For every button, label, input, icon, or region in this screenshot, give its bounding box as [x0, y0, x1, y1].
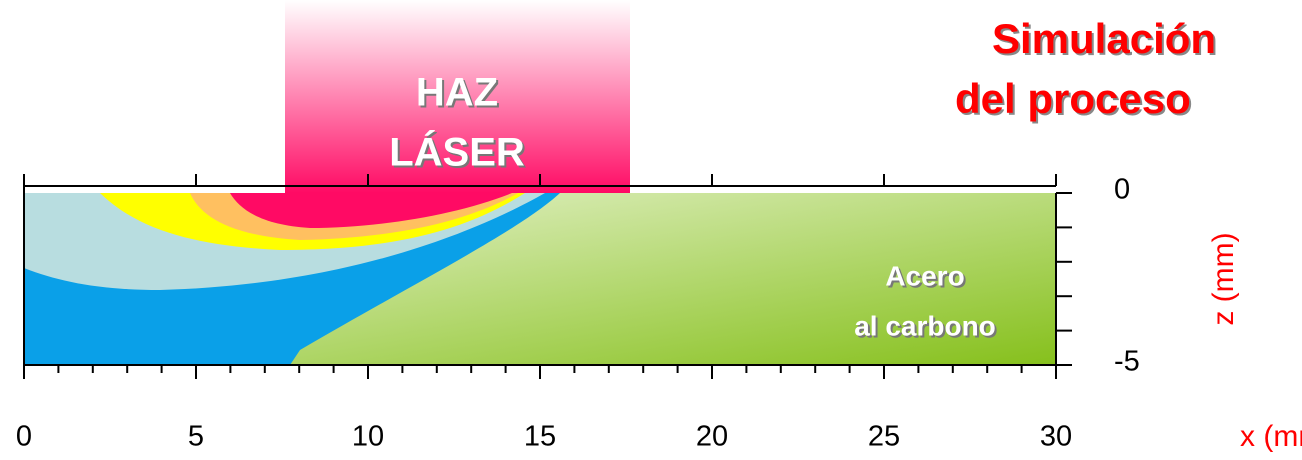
diagram: Simulación del proceso HAZ LÁSER Acero a…: [0, 0, 1302, 460]
x-axis-label: x (mm): [1240, 420, 1302, 453]
z-tick-label: 0: [1114, 174, 1130, 206]
x-tick-label: 15: [524, 421, 556, 453]
x-tick-label: 20: [696, 421, 728, 453]
x-tick-label: 30: [1040, 421, 1072, 453]
title-line: del proceso: [955, 75, 1191, 122]
x-tick-label: 0: [16, 421, 32, 453]
title-line: Simulación: [992, 15, 1216, 62]
z-tick-label: -5: [1114, 346, 1140, 378]
x-tick-label: 25: [868, 421, 900, 453]
beam-label: HAZ: [416, 71, 498, 115]
material-label: al carbono: [854, 310, 996, 341]
beam-label: LÁSER: [389, 130, 525, 175]
x-tick-label: 5: [188, 421, 204, 453]
z-axis-label: z (mm): [1207, 232, 1240, 325]
material-label: Acero: [885, 260, 964, 291]
page: Simulación del proceso HAZ LÁSER Acero a…: [0, 0, 1302, 460]
x-tick-label: 10: [352, 421, 384, 453]
